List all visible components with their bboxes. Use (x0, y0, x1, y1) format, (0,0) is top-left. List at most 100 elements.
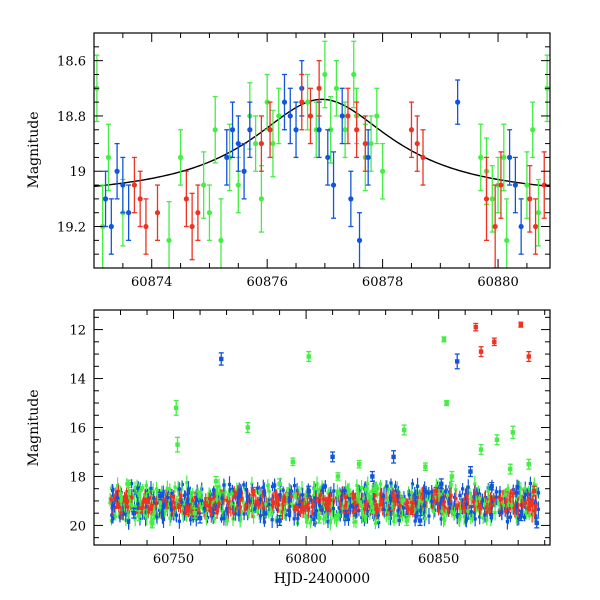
baseline-point (204, 496, 208, 501)
baseline-point (380, 501, 384, 506)
baseline-point (504, 509, 508, 513)
baseline-point (312, 494, 316, 498)
baseline-point (218, 492, 222, 496)
baseline-point (534, 514, 538, 518)
top-y-axis-title: Magnitude (26, 111, 42, 188)
baseline-point (126, 513, 130, 517)
baseline-point (444, 511, 448, 515)
baseline-point (449, 493, 453, 497)
baseline-point (475, 491, 479, 495)
baseline-point (144, 510, 148, 514)
baseline-point (498, 490, 502, 494)
baseline-point (223, 490, 227, 494)
blue-data-point (348, 196, 354, 202)
baseline-point (366, 492, 370, 497)
baseline-point (267, 502, 271, 506)
baseline-point (434, 494, 439, 498)
red-data-point (143, 223, 149, 230)
green-data-point (264, 99, 270, 105)
baseline-point (155, 515, 159, 519)
green-data-point (489, 196, 495, 202)
baseline-point (395, 514, 399, 518)
baseline-point (464, 496, 469, 500)
baseline-point (149, 506, 153, 511)
baseline-point (160, 489, 164, 493)
baseline-point (474, 502, 478, 506)
baseline-point (147, 492, 151, 497)
baseline-point (374, 506, 378, 510)
baseline-point (505, 519, 509, 524)
baseline-point (420, 499, 424, 503)
baseline-point (166, 495, 170, 500)
baseline-point (535, 487, 539, 492)
baseline-point (387, 487, 391, 491)
baseline-point (522, 496, 527, 500)
green-data-point (235, 182, 241, 188)
baseline-point (352, 507, 356, 511)
baseline-point (519, 487, 523, 491)
blue-data-point (343, 513, 349, 518)
baseline-point (264, 512, 268, 516)
red-data-point (184, 508, 189, 513)
baseline-point (399, 501, 403, 506)
baseline-point (500, 511, 504, 515)
baseline-point (463, 497, 467, 501)
baseline-point (392, 519, 396, 524)
baseline-point (493, 511, 497, 515)
baseline-point (393, 489, 397, 493)
baseline-point (272, 484, 277, 488)
baseline-point (524, 505, 528, 509)
baseline-point (420, 492, 424, 496)
baseline-point (423, 487, 427, 491)
baseline-point (461, 506, 465, 510)
baseline-point (171, 495, 176, 499)
baseline-point (368, 496, 372, 500)
baseline-point (508, 506, 512, 511)
baseline-point (415, 506, 419, 511)
baseline-point (481, 516, 485, 520)
baseline-point (321, 499, 325, 503)
baseline-point (111, 496, 116, 500)
baseline-point (469, 497, 473, 501)
bottom-y-axis-title: Magnitude (26, 389, 42, 466)
baseline-point (141, 500, 146, 504)
baseline-point (402, 494, 406, 499)
baseline-point (306, 503, 310, 507)
baseline-point (343, 486, 348, 490)
baseline-point (199, 490, 203, 495)
baseline-point (247, 499, 252, 503)
baseline-point (453, 511, 457, 515)
baseline-point (486, 489, 490, 493)
baseline-point (244, 488, 248, 492)
baseline-point (477, 492, 482, 496)
baseline-point (489, 500, 494, 504)
baseline-point (255, 509, 259, 513)
baseline-point (188, 497, 192, 501)
baseline-point (410, 490, 414, 495)
baseline-point (194, 501, 198, 505)
baseline-point (326, 508, 330, 512)
baseline-point (463, 493, 468, 497)
green-data-point (166, 237, 172, 243)
baseline-point (472, 510, 476, 515)
red-data-point (527, 196, 533, 202)
baseline-point (305, 517, 309, 521)
baseline-point (283, 499, 287, 503)
baseline-point (477, 505, 481, 509)
baseline-point (393, 498, 398, 502)
baseline-point (391, 493, 395, 498)
baseline-point (517, 516, 521, 520)
green-data-point (524, 182, 530, 188)
red-data-point (483, 196, 490, 202)
baseline-point (151, 506, 155, 511)
red-data-point (420, 154, 426, 161)
baseline-point (425, 497, 429, 502)
baseline-point (204, 517, 208, 521)
baseline-point (376, 513, 380, 517)
baseline-point (371, 505, 375, 509)
baseline-point (525, 492, 530, 496)
baseline-point (338, 509, 342, 513)
baseline-point (355, 509, 359, 513)
baseline-point (397, 506, 401, 510)
baseline-point (443, 505, 447, 509)
